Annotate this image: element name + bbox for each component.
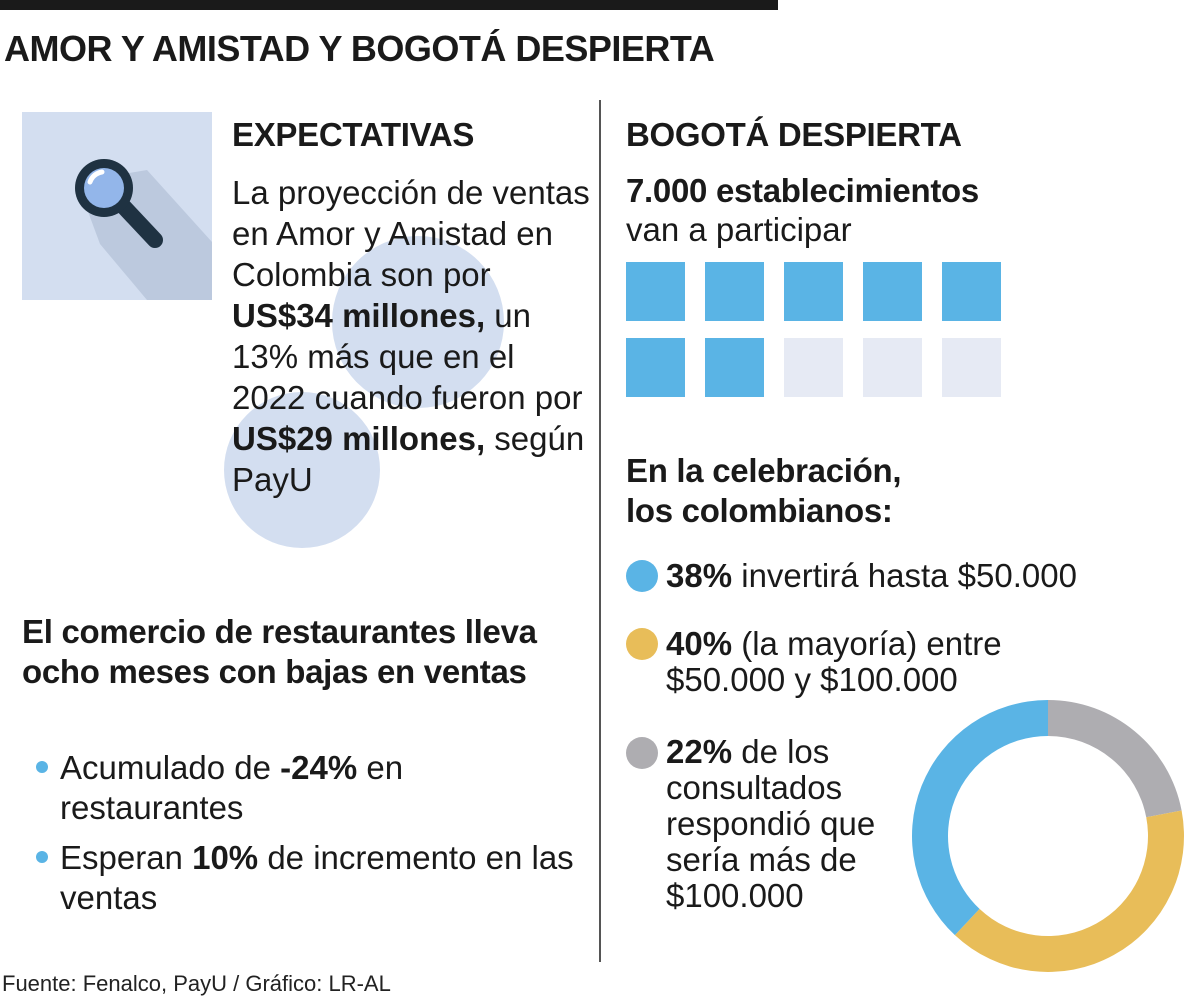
restaurants-item: Esperan 10% de incremento en las ventas	[60, 839, 574, 916]
establishments-caption: van a participar	[626, 211, 852, 248]
icon-tile	[22, 112, 212, 300]
celebration-heading: En la celebración, los colombianos:	[626, 452, 902, 529]
restaurants-item: Acumulado de -24% en restaurantes	[60, 749, 404, 826]
square-filled	[863, 262, 922, 321]
square-filled	[626, 338, 685, 397]
donut-slice-40	[954, 810, 1184, 972]
top-rule	[0, 0, 778, 10]
square-filled	[784, 262, 843, 321]
column-divider	[599, 100, 601, 962]
square-empty	[863, 338, 922, 397]
legend-item-1: 38% invertirá hasta $50.000	[666, 557, 1077, 594]
source-note: Fuente: Fenalco, PayU / Gráfico: LR-AL	[2, 971, 391, 996]
legend-item-2: 40% (la mayoría) entre $50.000 y $100.00…	[666, 625, 1002, 698]
restaurants-heading: El comercio de restaurantes lleva ocho m…	[22, 613, 537, 690]
decor-circle	[332, 236, 504, 408]
square-filled	[626, 262, 685, 321]
donut-slice-38	[912, 700, 1048, 936]
square-filled	[705, 262, 764, 321]
legend-item-3: 22% de los consultados respondió que ser…	[666, 733, 876, 914]
square-filled	[942, 262, 1001, 321]
expectativas-heading: EXPECTATIVAS	[232, 116, 475, 153]
expectativas-text: La proyección de ventas en Amor y Amista…	[232, 174, 590, 498]
square-filled	[705, 338, 764, 397]
legend-dot-yellow	[626, 628, 658, 660]
square-grid	[626, 262, 1001, 398]
magnifying-glass-icon	[75, 159, 212, 300]
bogota-heading: BOGOTÁ DESPIERTA	[626, 116, 962, 153]
page-title: AMOR Y AMISTAD Y BOGOTÁ DESPIERTA	[4, 28, 715, 69]
bullet-dot	[36, 851, 48, 863]
square-empty	[942, 338, 1001, 397]
decor-circle	[224, 392, 380, 548]
legend-dot-gray	[626, 737, 658, 769]
square-empty	[784, 338, 843, 397]
donut-chart	[912, 700, 1184, 972]
bullet-dot	[36, 761, 48, 773]
establishments-count: 7.000 establecimientos	[626, 172, 979, 209]
donut-slice-22	[1048, 700, 1182, 818]
legend-dot-blue	[626, 560, 658, 592]
